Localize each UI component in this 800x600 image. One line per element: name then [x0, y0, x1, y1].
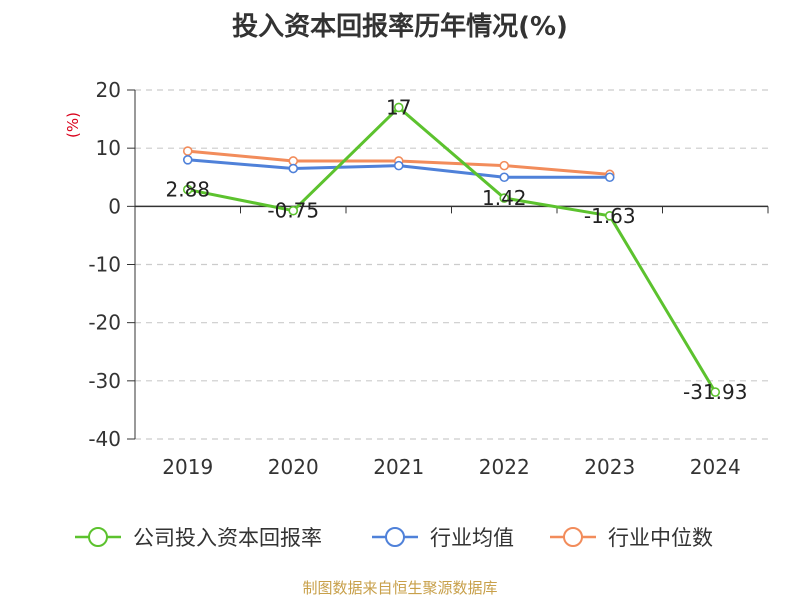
- data-point: [499, 193, 510, 203]
- y-tick-label: -10: [88, 253, 121, 277]
- y-tick-label: 0: [108, 194, 121, 218]
- y-axis-label: (%): [64, 112, 82, 138]
- legend-label: 行业中位数: [608, 526, 713, 550]
- data-label: -1.63: [584, 204, 636, 228]
- data-point: [182, 146, 193, 156]
- legend-label: 行业均值: [430, 526, 514, 550]
- data-source-note: 制图数据来自恒生聚源数据库: [302, 579, 498, 597]
- data-point: [604, 172, 615, 183]
- data-point: [604, 211, 615, 221]
- data-point: [393, 102, 404, 113]
- data-label: -0.75: [267, 199, 319, 223]
- data-point: [288, 205, 299, 216]
- data-label: 2.88: [165, 178, 210, 202]
- data-label: 17: [386, 95, 411, 119]
- x-tick-label: 2021: [373, 455, 424, 479]
- y-tick-label: -40: [88, 427, 121, 451]
- data-point: [393, 160, 404, 171]
- y-tick-label: -30: [88, 369, 121, 393]
- y-tick-label: 10: [96, 136, 121, 160]
- x-tick-label: 2019: [162, 455, 213, 479]
- legend-marker: [563, 527, 583, 547]
- data-point: [710, 387, 721, 397]
- legend-label: 公司投入资本回报率: [133, 526, 322, 550]
- data-point: [288, 163, 299, 174]
- series-line: [187, 105, 717, 393]
- x-tick-label: 2020: [268, 455, 319, 479]
- data-point: [499, 160, 510, 171]
- chart-title: 投入资本回报率历年情况(%): [232, 12, 568, 42]
- data-point: [499, 172, 510, 183]
- legend-marker: [88, 527, 108, 547]
- legend-marker: [385, 527, 405, 547]
- y-tick-label: -20: [88, 311, 121, 335]
- data-point: [182, 155, 193, 165]
- x-tick-label: 2024: [690, 455, 741, 479]
- x-tick-label: 2023: [584, 455, 635, 479]
- data-point: [182, 184, 193, 195]
- x-tick-label: 2022: [479, 455, 530, 479]
- y-tick-label: 20: [96, 78, 121, 102]
- data-label: -31.93: [683, 380, 747, 404]
- data-label: 1.42: [482, 186, 527, 210]
